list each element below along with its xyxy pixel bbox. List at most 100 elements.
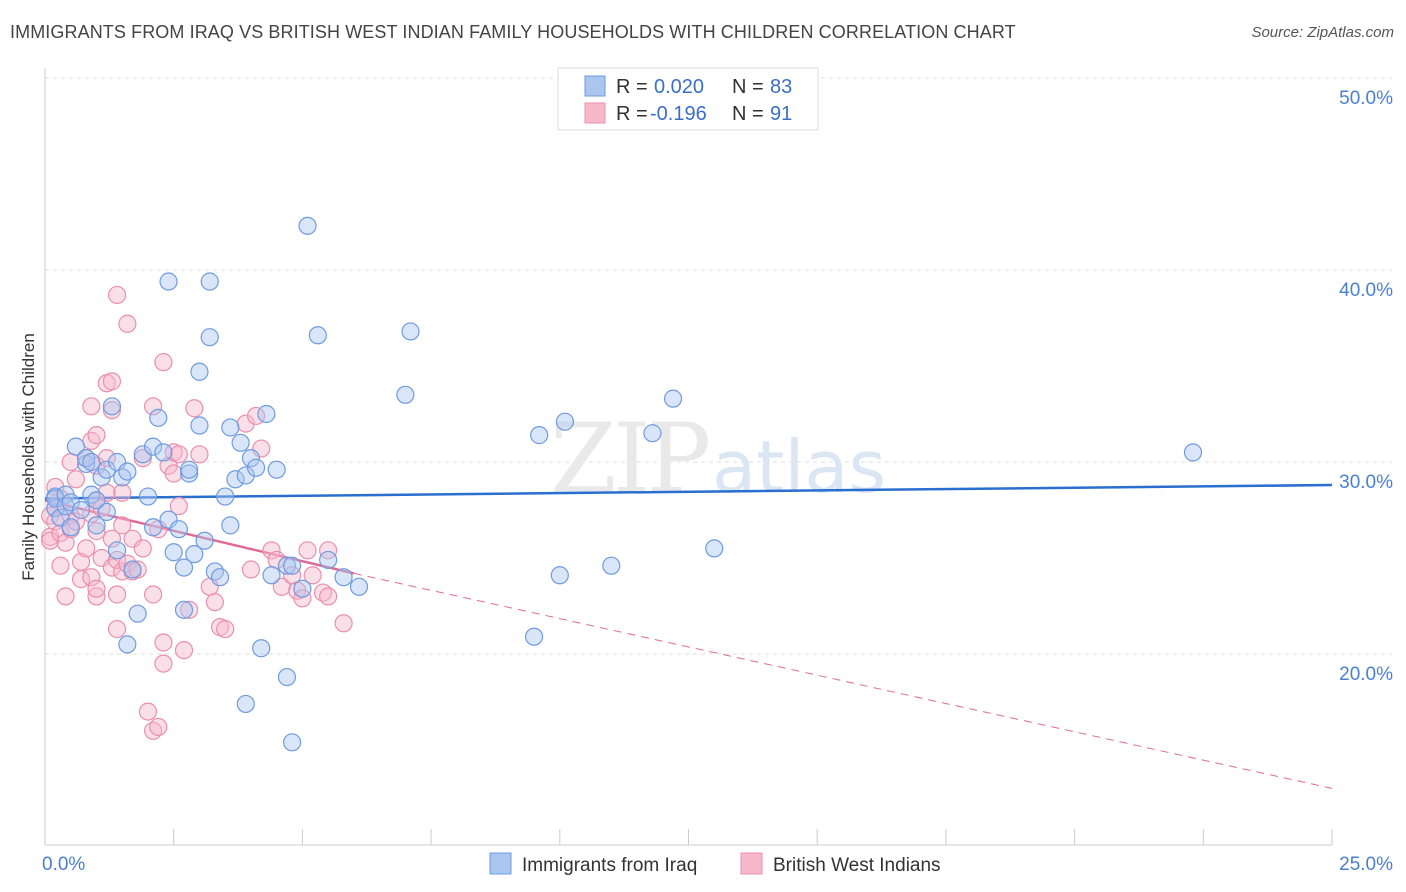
points-immigrants-from-iraq xyxy=(46,216,1203,752)
point-british-west-indians xyxy=(205,593,224,612)
point-british-west-indians xyxy=(216,619,235,639)
point-british-west-indians xyxy=(262,541,281,560)
point-british-west-indians xyxy=(107,619,127,639)
point-immigrants-from-iraq xyxy=(236,466,255,485)
point-immigrants-from-iraq xyxy=(262,566,281,585)
point-british-west-indians xyxy=(298,541,317,560)
point-immigrants-from-iraq xyxy=(205,562,224,581)
point-british-west-indians xyxy=(113,516,132,535)
point-immigrants-from-iraq xyxy=(144,437,163,456)
point-immigrants-from-iraq xyxy=(231,433,250,452)
point-immigrants-from-iraq xyxy=(221,516,240,535)
point-immigrants-from-iraq xyxy=(169,520,188,539)
point-immigrants-from-iraq xyxy=(180,464,199,483)
point-immigrants-from-iraq xyxy=(118,635,137,654)
trend-lines xyxy=(44,483,1333,789)
point-british-west-indians xyxy=(164,464,183,483)
point-immigrants-from-iraq xyxy=(257,404,276,424)
bottom-legend-swatch-pink xyxy=(740,852,763,875)
point-immigrants-from-iraq xyxy=(190,416,209,435)
point-british-west-indians xyxy=(190,445,209,464)
legend-n-label-1: N = xyxy=(732,76,764,98)
point-british-west-indians xyxy=(71,552,91,571)
point-british-west-indians xyxy=(180,600,199,619)
point-british-west-indians xyxy=(56,587,75,606)
point-immigrants-from-iraq xyxy=(123,560,142,579)
point-immigrants-from-iraq xyxy=(293,579,312,598)
bottom-legend-swatch-blue xyxy=(489,852,512,875)
y-tick-label: 50.0% xyxy=(1339,88,1393,109)
point-immigrants-from-iraq xyxy=(200,328,219,347)
point-immigrants-from-iraq xyxy=(149,408,168,427)
point-british-west-indians xyxy=(82,504,101,523)
trend-line-bwi xyxy=(44,499,355,575)
point-immigrants-from-iraq xyxy=(241,449,261,468)
point-british-west-indians xyxy=(66,470,85,489)
point-british-west-indians xyxy=(334,614,353,633)
point-british-west-indians xyxy=(174,641,194,660)
point-immigrants-from-iraq xyxy=(174,558,194,577)
point-british-west-indians xyxy=(87,426,106,445)
point-immigrants-from-iraq xyxy=(705,539,724,558)
point-immigrants-from-iraq xyxy=(334,568,353,587)
point-british-west-indians xyxy=(144,397,163,416)
point-british-west-indians xyxy=(241,560,261,579)
point-british-west-indians xyxy=(102,372,122,391)
point-immigrants-from-iraq xyxy=(252,639,271,658)
point-british-west-indians xyxy=(107,585,127,604)
point-british-west-indians xyxy=(185,399,204,418)
point-immigrants-from-iraq xyxy=(87,491,106,510)
point-immigrants-from-iraq xyxy=(319,550,338,570)
x-ticks xyxy=(44,829,1333,845)
point-immigrants-from-iraq xyxy=(283,556,302,575)
point-immigrants-from-iraq xyxy=(550,566,569,585)
point-immigrants-from-iraq xyxy=(226,470,245,489)
watermark-zip: ZIP xyxy=(550,403,709,515)
point-immigrants-from-iraq xyxy=(221,418,240,437)
y-tick-label: 40.0% xyxy=(1339,280,1393,301)
point-british-west-indians xyxy=(107,550,127,570)
point-immigrants-from-iraq xyxy=(401,322,420,341)
point-immigrants-from-iraq xyxy=(236,694,255,714)
watermark: ZIP atlas xyxy=(550,403,886,515)
point-british-west-indians xyxy=(154,654,173,673)
point-british-west-indians xyxy=(149,717,168,737)
point-british-west-indians xyxy=(82,568,101,587)
point-british-west-indians xyxy=(169,445,188,464)
point-immigrants-from-iraq xyxy=(267,460,286,479)
point-british-west-indians xyxy=(51,556,70,575)
point-british-west-indians xyxy=(144,585,163,604)
trend-line-bwi-extension xyxy=(353,572,1333,789)
point-british-west-indians xyxy=(118,314,137,333)
point-immigrants-from-iraq xyxy=(663,389,683,408)
legend-n-value-2: 91 xyxy=(770,103,792,125)
point-british-west-indians xyxy=(87,579,106,598)
point-immigrants-from-iraq xyxy=(164,543,183,562)
point-immigrants-from-iraq xyxy=(200,272,219,291)
legend-n-label-2: N = xyxy=(732,103,764,125)
legend-r-label-2: R = xyxy=(616,103,648,125)
point-immigrants-from-iraq xyxy=(87,516,106,535)
point-immigrants-from-iraq xyxy=(210,568,230,587)
point-immigrants-from-iraq xyxy=(61,493,80,512)
point-immigrants-from-iraq xyxy=(216,487,235,506)
point-immigrants-from-iraq xyxy=(195,531,214,550)
point-immigrants-from-iraq xyxy=(277,556,297,575)
point-immigrants-from-iraq xyxy=(602,556,621,575)
point-immigrants-from-iraq xyxy=(283,733,302,752)
point-british-west-indians xyxy=(51,523,70,543)
point-immigrants-from-iraq xyxy=(82,452,101,472)
point-british-west-indians xyxy=(133,539,152,558)
point-immigrants-from-iraq xyxy=(524,627,544,646)
point-immigrants-from-iraq xyxy=(349,577,369,596)
point-immigrants-from-iraq xyxy=(190,362,209,381)
point-british-west-indians xyxy=(154,633,173,652)
legend-r-value-2: -0.196 xyxy=(650,103,707,125)
point-immigrants-from-iraq xyxy=(97,460,116,479)
legend: R = 0.020 N = 83 R = -0.196 N = 91 xyxy=(557,67,819,131)
point-immigrants-from-iraq xyxy=(246,458,266,477)
point-british-west-indians xyxy=(319,541,338,560)
point-immigrants-from-iraq xyxy=(118,462,137,481)
x-tick-labels: 0.0% 25.0% xyxy=(42,854,1393,875)
